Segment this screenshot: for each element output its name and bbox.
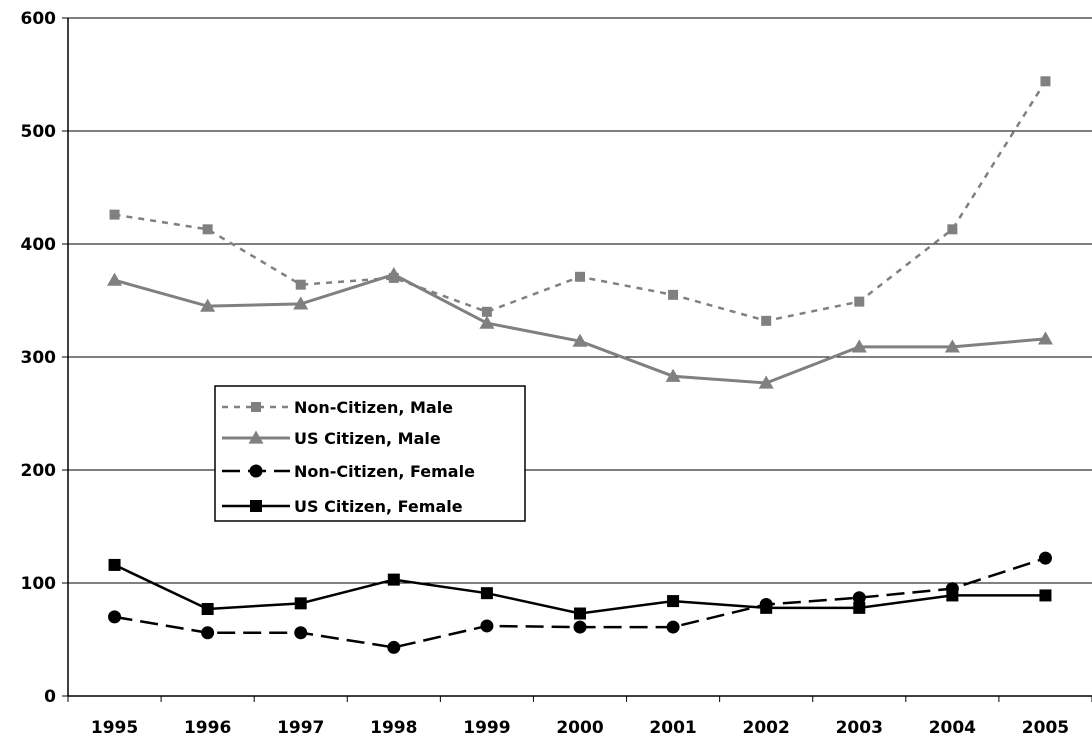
data-point xyxy=(387,640,401,654)
x-tick-label: 2002 xyxy=(743,718,790,738)
data-point xyxy=(295,279,306,290)
data-point xyxy=(665,368,681,382)
y-tick-label: 100 xyxy=(21,574,57,594)
data-point xyxy=(668,289,679,300)
data-point xyxy=(852,591,866,605)
data-point xyxy=(201,626,215,640)
data-point xyxy=(294,597,307,610)
data-point xyxy=(575,271,585,282)
y-tick-label: 0 xyxy=(44,687,56,707)
data-point xyxy=(946,589,959,602)
x-tick-label: 2000 xyxy=(556,718,603,738)
legend-entry: Non-Citizen, Male xyxy=(222,398,453,417)
data-point xyxy=(480,587,493,600)
legend-label: Non-Citizen, Female xyxy=(294,462,475,481)
series-line xyxy=(114,272,1046,385)
data-point xyxy=(200,298,216,312)
data-point xyxy=(853,601,866,614)
data-point xyxy=(249,464,263,478)
x-tick-label: 1999 xyxy=(463,718,510,738)
data-point xyxy=(479,315,495,329)
legend-entry: US Citizen, Female xyxy=(222,497,463,516)
series-2 xyxy=(108,551,1052,654)
data-point xyxy=(386,267,402,281)
series-0 xyxy=(109,76,1051,326)
data-point xyxy=(481,306,492,317)
data-point xyxy=(760,601,773,614)
data-point xyxy=(1039,589,1052,602)
legend-box xyxy=(214,385,526,522)
series-3 xyxy=(108,558,1052,620)
data-point xyxy=(851,339,867,353)
data-point xyxy=(573,620,587,634)
series-line xyxy=(114,80,1047,323)
x-tick-label: 1996 xyxy=(184,718,231,738)
data-point xyxy=(1040,76,1051,87)
data-point xyxy=(854,296,865,307)
data-point xyxy=(202,224,213,235)
series-line xyxy=(114,563,1046,615)
data-point xyxy=(294,626,308,640)
data-point xyxy=(758,375,774,389)
data-point xyxy=(107,272,123,286)
data-point xyxy=(574,607,586,620)
legend-label: US Citizen, Male xyxy=(294,429,441,448)
y-tick-label: 500 xyxy=(21,122,57,142)
data-point xyxy=(480,619,494,633)
data-point xyxy=(293,296,309,310)
x-tick-label: 1997 xyxy=(277,718,324,738)
data-point xyxy=(944,339,960,353)
legend-label: Non-Citizen, Male xyxy=(294,398,453,417)
data-point xyxy=(387,573,400,586)
y-axis-ticks: 0 100 200 300 400 500 600 xyxy=(21,9,68,707)
y-tick-label: 200 xyxy=(21,461,57,481)
series-group xyxy=(107,76,1053,654)
data-point xyxy=(1037,331,1053,345)
y-tick-label: 400 xyxy=(21,235,57,255)
x-tick-label: 2004 xyxy=(929,718,976,738)
legend-entry: US Citizen, Male xyxy=(222,429,441,448)
legend: Non-Citizen, Male US Citizen, Male Non-Cit… xyxy=(214,385,526,522)
x-tick-label: 2003 xyxy=(836,718,883,738)
data-point xyxy=(251,402,261,412)
data-point xyxy=(109,209,120,220)
data-point xyxy=(761,315,772,326)
y-tick-label: 300 xyxy=(21,348,57,368)
data-point xyxy=(108,558,121,571)
data-point xyxy=(947,224,958,235)
legend-label: US Citizen, Female xyxy=(294,497,463,516)
data-point xyxy=(572,333,588,347)
data-point xyxy=(248,430,264,444)
x-tick-label: 1998 xyxy=(370,718,417,738)
series-1 xyxy=(107,267,1053,389)
legend-entry: Non-Citizen, Female xyxy=(222,462,475,481)
data-point xyxy=(1038,551,1052,565)
x-tick-label: 1995 xyxy=(91,718,138,738)
x-tick-label: 2001 xyxy=(649,718,696,738)
x-axis-ticks: 1995 1996 1997 1998 1999 2000 2001 2002 2003 2004… xyxy=(67,696,1092,738)
data-point xyxy=(250,500,262,512)
y-tick-label: 600 xyxy=(21,9,57,29)
data-point xyxy=(201,602,214,615)
data-point xyxy=(666,620,680,634)
data-point xyxy=(108,610,122,624)
data-point xyxy=(667,595,680,608)
x-tick-label: 2005 xyxy=(1022,718,1069,738)
